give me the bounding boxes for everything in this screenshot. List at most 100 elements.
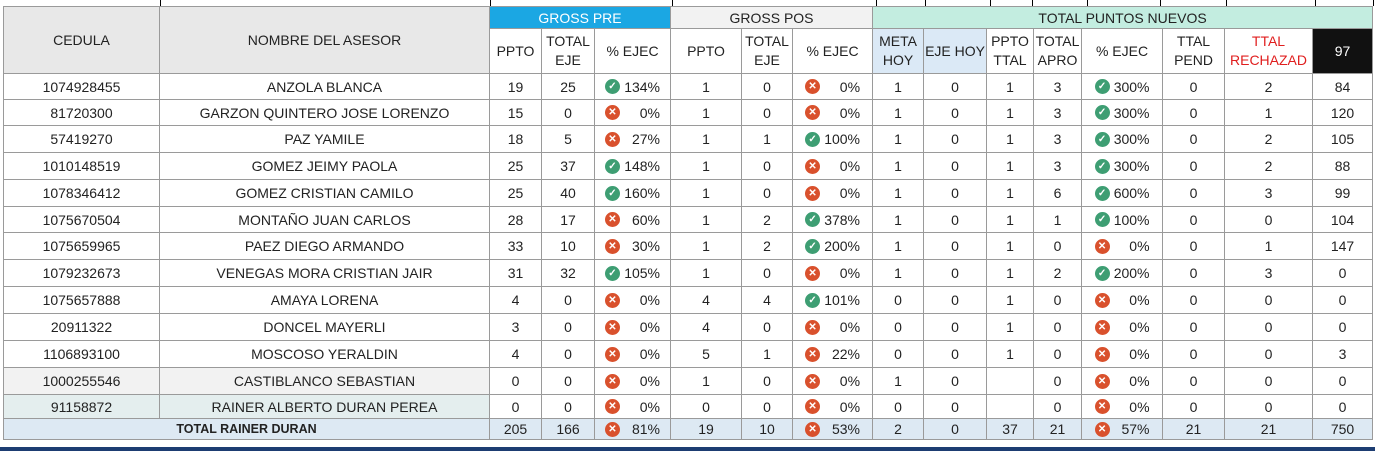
pos-total-cell[interactable]: 10 [741, 418, 794, 440]
ppto-ttal-cell[interactable]: 1 [986, 340, 1035, 368]
ttal-pend-cell[interactable]: 0 [1162, 232, 1226, 260]
tp-pct-cell[interactable]: ✓ 300% [1081, 73, 1164, 100]
pos-total-cell[interactable]: 0 [741, 367, 794, 395]
eje-hoy-cell[interactable]: 0 [923, 206, 988, 233]
tp-pct-cell[interactable]: ✓ 100% [1081, 206, 1164, 233]
cedula-cell[interactable]: 1078346412 [3, 179, 160, 207]
pos-ppto-cell[interactable]: 1 [670, 125, 743, 153]
ttal-rech-cell[interactable]: 0 [1224, 206, 1314, 233]
nombre-cell[interactable]: GOMEZ CRISTIAN CAMILO [159, 179, 490, 207]
pos-total-cell[interactable]: 2 [741, 232, 794, 260]
ppto-ttal-cell[interactable]: 1 [986, 286, 1035, 314]
tp-pct-cell[interactable]: ✕ 0% [1081, 286, 1164, 314]
ttal-rech-cell[interactable]: 0 [1224, 286, 1314, 314]
pos-pct-cell[interactable]: ✓ 100% [792, 125, 874, 153]
eje-hoy-cell[interactable]: 0 [923, 286, 988, 314]
nombre-cell[interactable]: MOSCOSO YERALDIN [159, 340, 490, 368]
pos-total-cell[interactable]: 1 [741, 125, 794, 153]
ttal-pend-cell[interactable]: 0 [1162, 313, 1226, 341]
cedula-cell[interactable]: 91158872 [3, 394, 160, 419]
meta-hoy-cell[interactable]: 1 [872, 206, 925, 233]
pos-ppto-cell[interactable]: 1 [670, 259, 743, 287]
pre-pct-cell[interactable]: ✕ 0% [593, 340, 672, 368]
pos-pct-cell[interactable]: ✕ 0% [792, 99, 874, 126]
tp-pct-cell[interactable]: ✕ 0% [1081, 313, 1164, 341]
tp-pct-cell[interactable]: ✓ 600% [1081, 179, 1164, 207]
total-apro-cell[interactable]: 0 [1033, 340, 1083, 368]
ttal-pend-cell[interactable]: 0 [1162, 259, 1226, 287]
pos-total-cell[interactable]: 0 [741, 313, 794, 341]
pre-total-cell[interactable]: 166 [541, 418, 595, 440]
last-value-cell[interactable]: 147 [1312, 232, 1374, 260]
pre-total-cell[interactable]: 37 [541, 152, 595, 180]
eje-hoy-cell[interactable]: 0 [923, 232, 988, 260]
ttal-pend-cell[interactable]: 0 [1162, 99, 1226, 126]
pos-ppto-cell[interactable]: 1 [670, 73, 743, 100]
eje-hoy-cell[interactable]: 0 [923, 259, 988, 287]
eje-hoy-cell[interactable]: 0 [923, 394, 988, 419]
total-apro-cell[interactable]: 0 [1033, 232, 1083, 260]
header-pre-pct[interactable]: % EJEC [593, 28, 672, 74]
cedula-cell[interactable]: 20911322 [3, 313, 160, 341]
header-gross-pre[interactable]: GROSS PRE [488, 6, 672, 29]
eje-hoy-cell[interactable]: 0 [923, 340, 988, 368]
last-value-cell[interactable]: 0 [1312, 367, 1374, 395]
pos-ppto-cell[interactable]: 1 [670, 152, 743, 180]
eje-hoy-cell[interactable]: 0 [923, 313, 988, 341]
last-value-cell[interactable]: 3 [1312, 340, 1374, 368]
last-value-cell[interactable]: 0 [1312, 286, 1374, 314]
ttal-rech-cell[interactable]: 2 [1224, 152, 1314, 180]
pre-total-cell[interactable]: 0 [541, 99, 595, 126]
nombre-cell[interactable]: RAINER ALBERTO DURAN PEREA [159, 394, 490, 419]
ppto-ttal-cell[interactable]: 1 [986, 73, 1035, 100]
last-value-cell[interactable]: 84 [1312, 73, 1374, 100]
header-gross-pos[interactable]: GROSS POS [670, 6, 874, 29]
total-apro-cell[interactable]: 6 [1033, 179, 1083, 207]
total-apro-cell[interactable]: 21 [1033, 418, 1083, 440]
ttal-pend-cell[interactable]: 0 [1162, 394, 1226, 419]
ppto-ttal-cell[interactable]: 1 [986, 125, 1035, 153]
header-ppto-ttal[interactable]: PPTO TTAL [986, 28, 1035, 74]
pos-total-cell[interactable]: 0 [741, 259, 794, 287]
tp-pct-cell[interactable]: ✓ 300% [1081, 152, 1164, 180]
pre-pct-cell[interactable]: ✓ 134% [593, 73, 672, 100]
ppto-ttal-cell[interactable]: 37 [986, 418, 1035, 440]
pre-ppto-cell[interactable]: 28 [489, 206, 542, 233]
ttal-rech-cell[interactable]: 3 [1224, 259, 1314, 287]
ppto-ttal-cell[interactable]: 1 [986, 232, 1035, 260]
nombre-cell[interactable]: PAEZ DIEGO ARMANDO [159, 232, 490, 260]
ttal-rech-cell[interactable]: 0 [1224, 313, 1314, 341]
total-apro-cell[interactable]: 3 [1033, 152, 1083, 180]
ppto-ttal-cell[interactable] [986, 367, 1035, 395]
meta-hoy-cell[interactable]: 1 [872, 179, 925, 207]
total-apro-cell[interactable]: 2 [1033, 259, 1083, 287]
cedula-cell[interactable]: 1075659965 [3, 232, 160, 260]
ttal-pend-cell[interactable]: 0 [1162, 367, 1226, 395]
header-cedula[interactable]: CEDULA [3, 6, 160, 74]
total-apro-cell[interactable]: 0 [1033, 394, 1083, 419]
last-value-cell[interactable]: 0 [1312, 394, 1374, 419]
ppto-ttal-cell[interactable]: 1 [986, 152, 1035, 180]
meta-hoy-cell[interactable]: 2 [872, 418, 925, 440]
total-apro-cell[interactable]: 3 [1033, 99, 1083, 126]
meta-hoy-cell[interactable]: 1 [872, 367, 925, 395]
pre-ppto-cell[interactable]: 4 [489, 286, 542, 314]
ppto-ttal-cell[interactable]: 1 [986, 179, 1035, 207]
cedula-cell[interactable]: 81720300 [3, 99, 160, 126]
pos-ppto-cell[interactable]: 4 [670, 313, 743, 341]
pre-pct-cell[interactable]: ✓ 105% [593, 259, 672, 287]
meta-hoy-cell[interactable]: 0 [872, 313, 925, 341]
tp-pct-cell[interactable]: ✕ 57% [1081, 418, 1164, 440]
ttal-rech-cell[interactable]: 0 [1224, 394, 1314, 419]
total-apro-cell[interactable]: 1 [1033, 206, 1083, 233]
meta-hoy-cell[interactable]: 0 [872, 394, 925, 419]
tp-pct-cell[interactable]: ✕ 0% [1081, 340, 1164, 368]
pos-pct-cell[interactable]: ✕ 0% [792, 73, 874, 100]
nombre-cell[interactable]: GOMEZ JEIMY PAOLA [159, 152, 490, 180]
header-pos-total-eje[interactable]: TOTAL EJE [741, 28, 794, 74]
nombre-cell[interactable]: MONTAÑO JUAN CARLOS [159, 206, 490, 233]
ttal-pend-cell[interactable]: 0 [1162, 179, 1226, 207]
pre-ppto-cell[interactable]: 19 [489, 73, 542, 100]
last-value-cell[interactable]: 0 [1312, 259, 1374, 287]
pos-ppto-cell[interactable]: 1 [670, 206, 743, 233]
